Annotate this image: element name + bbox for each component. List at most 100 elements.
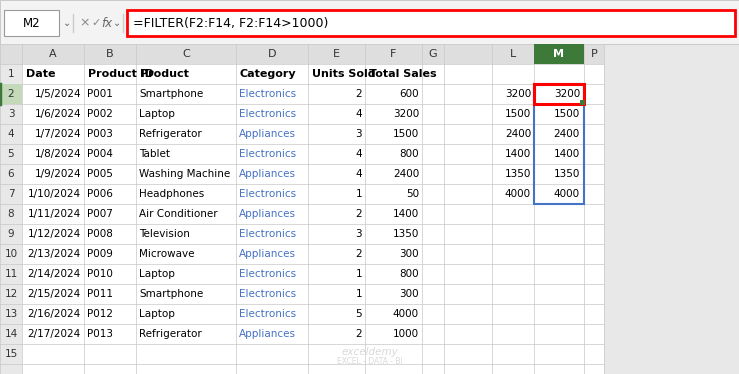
- Text: Smartphone: Smartphone: [139, 89, 203, 99]
- Text: P003: P003: [87, 129, 113, 139]
- Text: ×: ×: [79, 16, 89, 30]
- Text: ⌄: ⌄: [63, 18, 71, 28]
- Text: P012: P012: [87, 309, 113, 319]
- Text: 1500: 1500: [554, 109, 580, 119]
- Text: ✓: ✓: [91, 18, 101, 28]
- Text: 1: 1: [355, 189, 362, 199]
- Text: 14: 14: [4, 329, 18, 339]
- Text: Electronics: Electronics: [239, 189, 296, 199]
- Bar: [534, 84, 584, 104]
- Text: exceldemy: exceldemy: [341, 347, 398, 357]
- Text: 3: 3: [7, 109, 14, 119]
- Text: A: A: [50, 49, 57, 59]
- Text: 1/9/2024: 1/9/2024: [35, 169, 81, 179]
- Text: 5: 5: [355, 309, 362, 319]
- Bar: [0, 44, 604, 374]
- Text: Product: Product: [140, 69, 189, 79]
- Text: Units Sold: Units Sold: [312, 69, 375, 79]
- Text: Air Conditioner: Air Conditioner: [139, 209, 217, 219]
- Text: Electronics: Electronics: [239, 289, 296, 299]
- Text: 2: 2: [355, 209, 362, 219]
- Text: F: F: [390, 49, 397, 59]
- Text: 2/15/2024: 2/15/2024: [28, 289, 81, 299]
- Text: Total Sales: Total Sales: [369, 69, 437, 79]
- Text: 2400: 2400: [392, 169, 419, 179]
- Text: P011: P011: [87, 289, 113, 299]
- Text: P009: P009: [87, 249, 113, 259]
- Text: P006: P006: [87, 189, 113, 199]
- Text: Electronics: Electronics: [239, 149, 296, 159]
- Text: 4000: 4000: [554, 189, 580, 199]
- Text: 1/8/2024: 1/8/2024: [35, 149, 81, 159]
- Text: 1/11/2024: 1/11/2024: [28, 209, 81, 219]
- Text: G: G: [429, 49, 437, 59]
- Text: E: E: [333, 49, 340, 59]
- Text: 3200: 3200: [554, 89, 580, 99]
- Text: 300: 300: [399, 289, 419, 299]
- Text: Laptop: Laptop: [139, 109, 175, 119]
- Bar: [534, 44, 584, 64]
- Text: 4: 4: [355, 169, 362, 179]
- Text: Appliances: Appliances: [239, 329, 296, 339]
- Text: 4: 4: [355, 149, 362, 159]
- Text: 1/10/2024: 1/10/2024: [28, 189, 81, 199]
- Text: Product ID: Product ID: [88, 69, 154, 79]
- Text: 1: 1: [355, 269, 362, 279]
- Text: 3200: 3200: [505, 89, 531, 99]
- Text: M: M: [554, 49, 565, 59]
- Text: 1350: 1350: [554, 169, 580, 179]
- Text: P008: P008: [87, 229, 113, 239]
- Text: Laptop: Laptop: [139, 269, 175, 279]
- Text: 4: 4: [355, 109, 362, 119]
- Text: 2/17/2024: 2/17/2024: [28, 329, 81, 339]
- Text: 8: 8: [7, 209, 14, 219]
- Text: Television: Television: [139, 229, 190, 239]
- Text: 2: 2: [7, 89, 14, 99]
- Text: 1350: 1350: [392, 229, 419, 239]
- Text: 3: 3: [355, 229, 362, 239]
- Text: Appliances: Appliances: [239, 169, 296, 179]
- Bar: [0, 44, 604, 64]
- Text: M2: M2: [23, 16, 41, 30]
- Text: 2400: 2400: [505, 129, 531, 139]
- Text: Appliances: Appliances: [239, 249, 296, 259]
- Text: 1000: 1000: [393, 329, 419, 339]
- Text: 1400: 1400: [554, 149, 580, 159]
- Text: 13: 13: [4, 309, 18, 319]
- Bar: [534, 84, 584, 204]
- Bar: [0, 84, 22, 104]
- Text: P013: P013: [87, 329, 113, 339]
- Text: ⌄: ⌄: [113, 18, 121, 28]
- Text: B: B: [106, 49, 114, 59]
- Text: =FILTER(F2:F14, F2:F14>1000): =FILTER(F2:F14, F2:F14>1000): [133, 16, 328, 30]
- Text: Appliances: Appliances: [239, 129, 296, 139]
- Bar: [580, 100, 585, 105]
- Text: P002: P002: [87, 109, 113, 119]
- Text: 1/5/2024: 1/5/2024: [35, 89, 81, 99]
- Text: EXCEL - DATA - BI: EXCEL - DATA - BI: [337, 356, 403, 365]
- Text: 1/12/2024: 1/12/2024: [28, 229, 81, 239]
- Text: 1400: 1400: [392, 209, 419, 219]
- Bar: [0, 0, 739, 44]
- Text: Electronics: Electronics: [239, 89, 296, 99]
- Text: 12: 12: [4, 289, 18, 299]
- Text: 2: 2: [355, 249, 362, 259]
- Text: 3: 3: [355, 129, 362, 139]
- Text: 6: 6: [7, 169, 14, 179]
- Text: 2/13/2024: 2/13/2024: [28, 249, 81, 259]
- Text: Washing Machine: Washing Machine: [139, 169, 231, 179]
- Text: Microwave: Microwave: [139, 249, 194, 259]
- Text: 4000: 4000: [505, 189, 531, 199]
- Text: Electronics: Electronics: [239, 309, 296, 319]
- Text: 1500: 1500: [392, 129, 419, 139]
- Text: P005: P005: [87, 169, 113, 179]
- Text: 1: 1: [7, 69, 14, 79]
- Bar: [4, 10, 59, 36]
- Bar: [127, 10, 735, 36]
- Text: Category: Category: [240, 69, 296, 79]
- Text: Electronics: Electronics: [239, 109, 296, 119]
- Text: fx: fx: [101, 16, 112, 30]
- Text: P007: P007: [87, 209, 113, 219]
- Text: 300: 300: [399, 249, 419, 259]
- Text: Tablet: Tablet: [139, 149, 170, 159]
